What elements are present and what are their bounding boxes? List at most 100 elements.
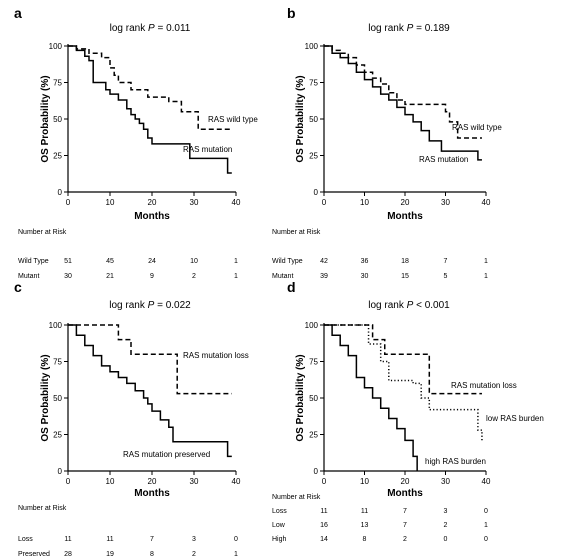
risk-value: 1 — [234, 258, 238, 265]
risk-value: 10 — [190, 258, 198, 265]
series-label: RAS mutation loss — [451, 381, 517, 390]
risk-value: 0 — [444, 536, 448, 543]
title-suffix: = 0.011 — [155, 23, 191, 34]
risk-value: 9 — [150, 273, 154, 280]
risk-value: 11 — [64, 536, 71, 543]
risk-value: 30 — [361, 273, 369, 280]
y-tick-label: 50 — [309, 115, 318, 124]
risk-value: 16 — [320, 522, 328, 529]
x-tick-label: 30 — [190, 198, 199, 207]
x-tick-label: 0 — [322, 477, 327, 486]
series-label: RAS mutation preserved — [123, 450, 210, 459]
risk-value: 30 — [64, 273, 72, 280]
x-axis-title: Months — [134, 488, 170, 499]
risk-value: 13 — [361, 522, 369, 529]
x-tick-label: 20 — [401, 198, 410, 207]
y-tick-label: 25 — [53, 431, 62, 440]
y-tick-label: 100 — [49, 321, 63, 330]
y-tick-label: 100 — [305, 42, 319, 51]
risk-row-label: Loss — [272, 508, 287, 515]
x-tick-label: 40 — [482, 477, 491, 486]
series-label: high RAS burden — [425, 457, 486, 466]
x-tick-label: 30 — [441, 477, 450, 486]
y-tick-label: 75 — [309, 79, 318, 88]
risk-value: 3 — [444, 508, 448, 515]
risk-row-label: Mutant — [18, 273, 39, 280]
y-axis-title: OS Probability (%) — [40, 354, 51, 441]
y-tick-label: 50 — [53, 394, 62, 403]
y-tick-label: 100 — [49, 42, 63, 51]
risk-value: 5 — [444, 273, 448, 280]
series-line-low-ras-burden — [324, 324, 483, 442]
chart-title: log rank P < 0.001 — [368, 300, 450, 311]
risk-value: 1 — [484, 522, 488, 529]
risk-value: 2 — [192, 551, 196, 558]
risk-table-header: Number at Risk — [18, 505, 67, 512]
series-label: RAS wild type — [452, 123, 502, 132]
x-tick-label: 10 — [106, 198, 115, 207]
series-line-ras-wild-type — [324, 45, 482, 139]
x-tick-label: 30 — [190, 477, 199, 486]
y-axis-title: OS Probability (%) — [40, 75, 51, 162]
x-tick-label: 0 — [66, 477, 71, 486]
series-line-ras-mutation-loss — [68, 324, 232, 395]
risk-value: 1 — [234, 551, 238, 558]
risk-value: 0 — [234, 536, 238, 543]
risk-value: 0 — [484, 508, 488, 515]
series-label: RAS mutation loss — [183, 351, 249, 360]
x-tick-label: 20 — [148, 477, 157, 486]
series-label: RAS mutation — [183, 145, 232, 154]
x-tick-label: 20 — [148, 198, 157, 207]
series-line-ras-wild-type — [68, 45, 232, 130]
chart-title: log rank P = 0.189 — [368, 23, 450, 34]
risk-row-label: Mutant — [272, 273, 293, 280]
y-tick-label: 100 — [305, 321, 319, 330]
risk-value: 45 — [106, 258, 114, 265]
risk-value: 11 — [320, 508, 327, 515]
x-axis-title: Months — [134, 211, 170, 222]
series-line-ras-mutation-loss — [324, 324, 482, 395]
risk-value: 7 — [444, 258, 448, 265]
title-suffix: = 0.189 — [413, 23, 450, 34]
y-tick-label: 75 — [53, 79, 62, 88]
risk-value: 1 — [234, 273, 238, 280]
risk-value: 11 — [106, 536, 113, 543]
series-label: low RAS burden — [486, 414, 544, 423]
x-tick-label: 10 — [360, 477, 369, 486]
risk-value: 8 — [150, 551, 154, 558]
risk-value: 7 — [403, 508, 407, 515]
series-line-high-ras-burden — [324, 324, 418, 471]
risk-table-header: Number at Risk — [18, 229, 67, 236]
risk-value: 21 — [106, 273, 114, 280]
title-prefix: log rank — [110, 23, 148, 34]
x-tick-label: 10 — [360, 198, 369, 207]
chart-title: log rank P = 0.011 — [110, 23, 191, 34]
risk-row-label: Wild Type — [18, 258, 49, 265]
series-label: RAS mutation — [419, 155, 468, 164]
y-tick-label: 75 — [309, 358, 318, 367]
title-p: P — [407, 23, 414, 34]
y-axis-title: OS Probability (%) — [295, 354, 306, 441]
y-tick-label: 0 — [314, 188, 319, 197]
y-tick-label: 0 — [58, 188, 63, 197]
y-tick-label: 0 — [58, 467, 63, 476]
chart-title: log rank P = 0.022 — [109, 300, 191, 311]
y-tick-label: 25 — [53, 152, 62, 161]
risk-value: 51 — [64, 258, 72, 265]
risk-value: 39 — [320, 273, 328, 280]
risk-value: 1 — [484, 273, 488, 280]
title-suffix: = 0.022 — [154, 300, 191, 311]
x-tick-label: 0 — [322, 198, 327, 207]
risk-value: 8 — [363, 536, 367, 543]
title-p: P — [148, 300, 155, 311]
title-suffix: < 0.001 — [413, 300, 450, 311]
title-p: P — [148, 23, 155, 34]
series-line-ras-mutation — [324, 45, 482, 161]
risk-value: 11 — [361, 508, 368, 515]
series-line-ras-mutation-preserved — [68, 324, 232, 458]
risk-value: 18 — [401, 258, 409, 265]
